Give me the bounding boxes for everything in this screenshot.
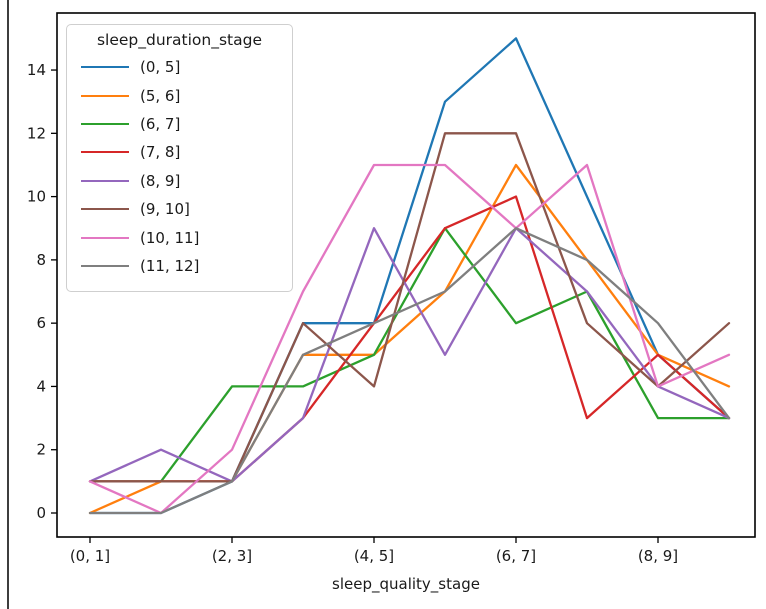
legend-line-sample [81, 66, 129, 69]
legend-item-label: (9, 10] [140, 200, 190, 219]
legend-item: (7, 8] [67, 138, 292, 166]
page-left-border [7, 0, 9, 609]
legend-item: (11, 12] [67, 252, 292, 280]
legend-line-sample [81, 264, 129, 267]
series-line [88, 227, 731, 515]
y-tick-label: 2 [36, 441, 46, 459]
legend-item-label: (11, 12] [140, 256, 200, 275]
legend-item: (6, 7] [67, 110, 292, 138]
legend-item-label: (5, 6] [140, 86, 181, 105]
legend-item-label: (8, 9] [140, 171, 181, 190]
legend-line-sample [81, 236, 129, 239]
x-tick-label: (8, 9] [638, 547, 678, 565]
series-line [88, 227, 731, 483]
legend-line-sample [81, 179, 129, 182]
legend-line-sample [81, 208, 129, 211]
legend-item: (5, 6] [67, 81, 292, 109]
y-tick-label: 12 [27, 124, 46, 142]
x-tick-label: (0, 1] [70, 547, 110, 565]
x-tick-label: (2, 3] [212, 547, 252, 565]
legend-title: sleep_duration_stage [96, 31, 263, 49]
legend-items: (0, 5] (5, 6] (6, 7] (7, 8] (8, 9] (9, 10] (10… [67, 53, 292, 280]
y-tick-label: 0 [36, 504, 46, 522]
series-line [88, 163, 731, 515]
legend-line-sample [81, 94, 129, 97]
legend-item-label: (7, 8] [140, 143, 181, 162]
x-tick-label: (4, 5] [354, 547, 394, 565]
legend-item-label: (6, 7] [140, 114, 181, 133]
legend-item: (8, 9] [67, 167, 292, 195]
legend-item: (9, 10] [67, 195, 292, 223]
x-tick-label: (6, 7] [496, 547, 536, 565]
legend-item-label: (10, 11] [140, 228, 200, 247]
legend-item: (0, 5] [67, 53, 292, 81]
legend-item: (10, 11] [67, 223, 292, 251]
legend-line-sample [81, 151, 129, 154]
axes-spines [56, 12, 756, 538]
legend-item-label: (0, 5] [140, 58, 181, 77]
legend: sleep_duration_stage (0, 5] (5, 6] (6, 7](… [66, 24, 293, 292]
x-axis-label: sleep_quality_stage [332, 575, 480, 593]
y-tick-label: 10 [27, 188, 46, 206]
y-tick-label: 6 [36, 314, 46, 332]
y-tick-label: 8 [36, 251, 46, 269]
y-tick-label: 4 [36, 377, 46, 395]
legend-line-sample [81, 122, 129, 125]
y-tick-label: 14 [27, 61, 46, 79]
